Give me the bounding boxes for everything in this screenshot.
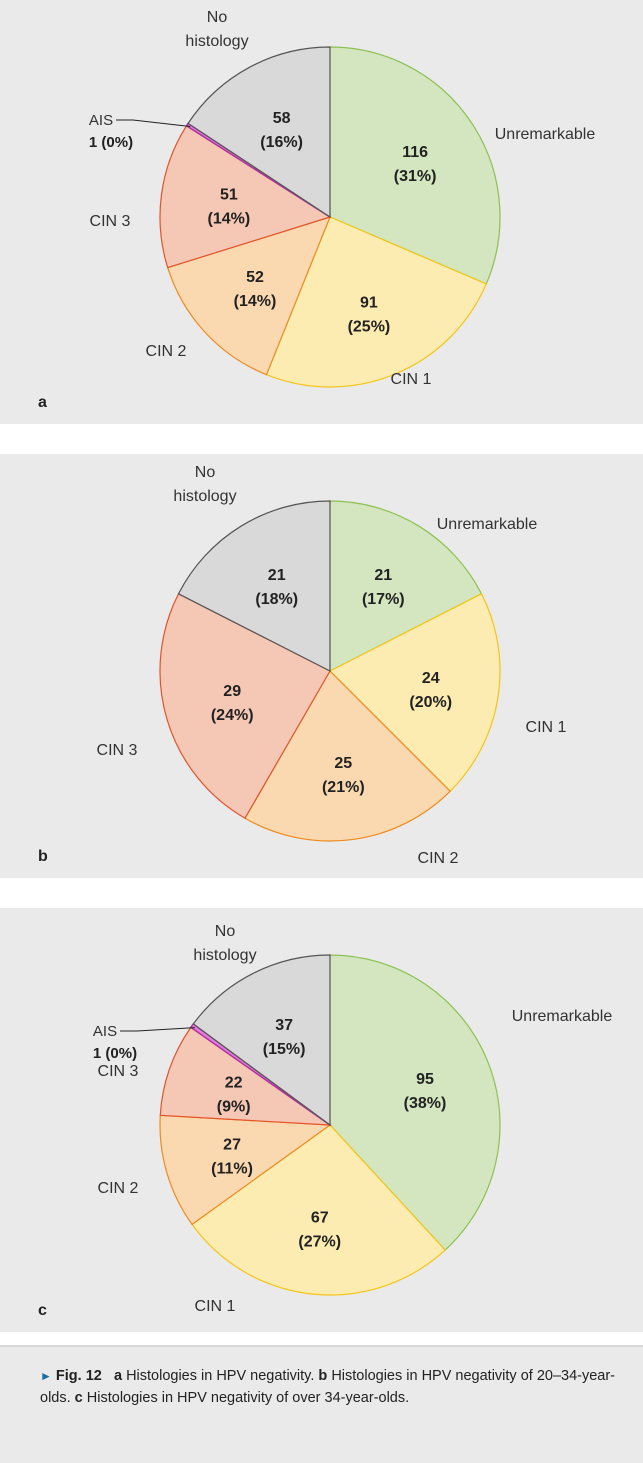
pie-slice-cin-2 (159, 1114, 332, 1226)
pie-chart-a: 116 (31%) Unremarkable 91 (25%) CIN 1 52 (14%) C… (89, 9, 595, 388)
slice-pct-no-histology: (16%) (260, 134, 303, 151)
slice-count-ais: 1 (0%) (89, 134, 133, 151)
pie-slice-cin-3 (159, 124, 332, 269)
figure-caption-box: ► Fig. 12 a Histologies in HPV negativit… (0, 1345, 643, 1463)
slice-label-cin-1: CIN 1 (195, 1298, 236, 1315)
figure-caption: ► Fig. 12 a Histologies in HPV negativit… (40, 1365, 620, 1409)
pie-slice-no-histology (192, 954, 331, 1127)
pie-slice-unremarkable (329, 46, 501, 285)
slice-count-cin-1: 24 (422, 670, 440, 687)
slice-label-cin-2: CIN 2 (418, 850, 459, 867)
pie-slice-cin-2 (244, 670, 452, 842)
pie-labels: 116 (31%) Unremarkable 91 (25%) CIN 1 52 (14%) C… (89, 9, 595, 388)
slice-label-no-histology-2: histology (193, 947, 256, 964)
slice-pct-cin-2: (11%) (211, 1161, 253, 1178)
ais-leader-line (120, 1027, 195, 1032)
caption-letter-a: a (113, 1368, 123, 1384)
slice-label-unremarkable: Unremarkable (512, 1008, 613, 1025)
caption-letter-b: b (318, 1368, 328, 1384)
pie-chart-b: 21 (17%) Unremarkable 24 (20%) CIN 1 25 (21%) CI… (97, 464, 567, 867)
slice-label-cin-2: CIN 2 (98, 1180, 139, 1197)
slice-label-cin-3: CIN 3 (98, 1063, 139, 1080)
slice-count-cin-1: 67 (311, 1209, 329, 1226)
slice-count-no-histology: 58 (273, 110, 291, 127)
slice-count-unremarkable: 21 (374, 567, 392, 584)
pie-slice-no-histology (177, 500, 331, 672)
pie-chart-panel-a: 116 (31%) Unremarkable 91 (25%) CIN 1 52 (14%) C… (0, 0, 643, 424)
caption-fig-label: Fig. 12 (55, 1368, 102, 1384)
pie-slice-cin-1 (265, 216, 488, 388)
caption-letter-c: c (74, 1390, 83, 1406)
pie-chart-c: 95 (38%) Unremarkable 67 (27%) CIN 1 27 (11%) CI… (93, 923, 612, 1315)
slice-pct-unremarkable: (38%) (404, 1095, 447, 1112)
slice-count-cin-2: 27 (223, 1137, 241, 1154)
pie-slices (159, 500, 501, 842)
slice-count-cin-2: 25 (334, 755, 352, 772)
slice-pct-unremarkable: (31%) (394, 168, 437, 185)
panel-letter-b: b (38, 848, 48, 865)
slice-count-cin-3: 51 (220, 187, 238, 204)
pie-slice-cin-3 (159, 1026, 333, 1126)
slice-count-cin-2: 52 (246, 269, 264, 286)
pie-slice-no-histology (187, 46, 331, 219)
pie-labels: 95 (38%) Unremarkable 67 (27%) CIN 1 27 (11%) CI… (93, 923, 612, 1315)
caption-arrow-icon: ► (40, 1369, 52, 1383)
caption-text-c: Histologies in HPV negativity of over 34… (86, 1390, 410, 1406)
pie-slice-unremarkable (329, 500, 483, 672)
panel-letter-a: a (38, 394, 47, 411)
pie-slice-cin-1 (191, 1124, 447, 1296)
slice-pct-cin-3: (14%) (208, 211, 251, 228)
slice-pct-unremarkable: (17%) (362, 591, 405, 608)
slice-count-unremarkable: 116 (402, 144, 428, 161)
slice-label-ais: AIS (89, 112, 113, 129)
slice-count-cin-3: 22 (225, 1075, 243, 1092)
slice-pct-cin-1: (27%) (298, 1233, 341, 1250)
slice-label-no-histology-1: No (207, 9, 228, 26)
ais-leader-line (116, 119, 191, 127)
slice-label-ais: AIS (93, 1023, 117, 1040)
pie-labels: 21 (17%) Unremarkable 24 (20%) CIN 1 25 (21%) CI… (97, 464, 567, 867)
pie-slices (159, 46, 501, 388)
slice-pct-cin-3: (24%) (211, 707, 254, 724)
slice-pct-cin-3: (9%) (217, 1099, 251, 1116)
slice-pct-no-histology: (18%) (255, 591, 298, 608)
slice-label-cin-3: CIN 3 (97, 742, 138, 759)
slice-pct-cin-2: (14%) (234, 293, 277, 310)
caption-text-b: Histologies in HPV negativity of 20–34-y… (40, 1368, 616, 1406)
slice-pct-no-histology: (15%) (263, 1041, 306, 1058)
slice-count-cin-3: 29 (223, 683, 241, 700)
slice-label-cin-1: CIN 1 (526, 719, 567, 736)
slice-pct-cin-2: (21%) (322, 779, 365, 796)
pie-slice-unremarkable (329, 954, 501, 1251)
pie-chart-panel-b: 21 (17%) Unremarkable 24 (20%) CIN 1 25 (21%) CI… (0, 454, 643, 878)
slice-label-unremarkable: Unremarkable (495, 126, 596, 143)
caption-text-a: Histologies in HPV negativity. (126, 1368, 315, 1384)
slice-count-ais: 1 (0%) (93, 1045, 137, 1062)
slice-label-no-histology-2: histology (173, 488, 236, 505)
slice-count-no-histology: 37 (275, 1017, 293, 1034)
slice-label-cin-2: CIN 2 (146, 343, 187, 360)
slice-label-no-histology-2: histology (185, 33, 248, 50)
slice-count-unremarkable: 95 (416, 1071, 434, 1088)
slice-label-unremarkable: Unremarkable (437, 516, 538, 533)
slice-label-no-histology-1: No (195, 464, 216, 481)
pie-slice-cin-2 (166, 216, 332, 376)
caption-divider (0, 1345, 643, 1347)
slice-count-cin-1: 91 (360, 294, 378, 311)
slice-count-no-histology: 21 (268, 567, 286, 584)
panel-letter-c: c (38, 1302, 47, 1319)
slice-label-no-histology-1: No (215, 923, 236, 940)
slice-pct-cin-1: (20%) (409, 694, 452, 711)
pie-slices (159, 954, 501, 1296)
pie-slice-cin-1 (328, 593, 501, 793)
pie-chart-panel-c: 95 (38%) Unremarkable 67 (27%) CIN 1 27 (11%) CI… (0, 908, 643, 1332)
slice-label-cin-1: CIN 1 (391, 371, 432, 388)
slice-label-cin-3: CIN 3 (90, 213, 131, 230)
slice-pct-cin-1: (25%) (348, 318, 391, 335)
